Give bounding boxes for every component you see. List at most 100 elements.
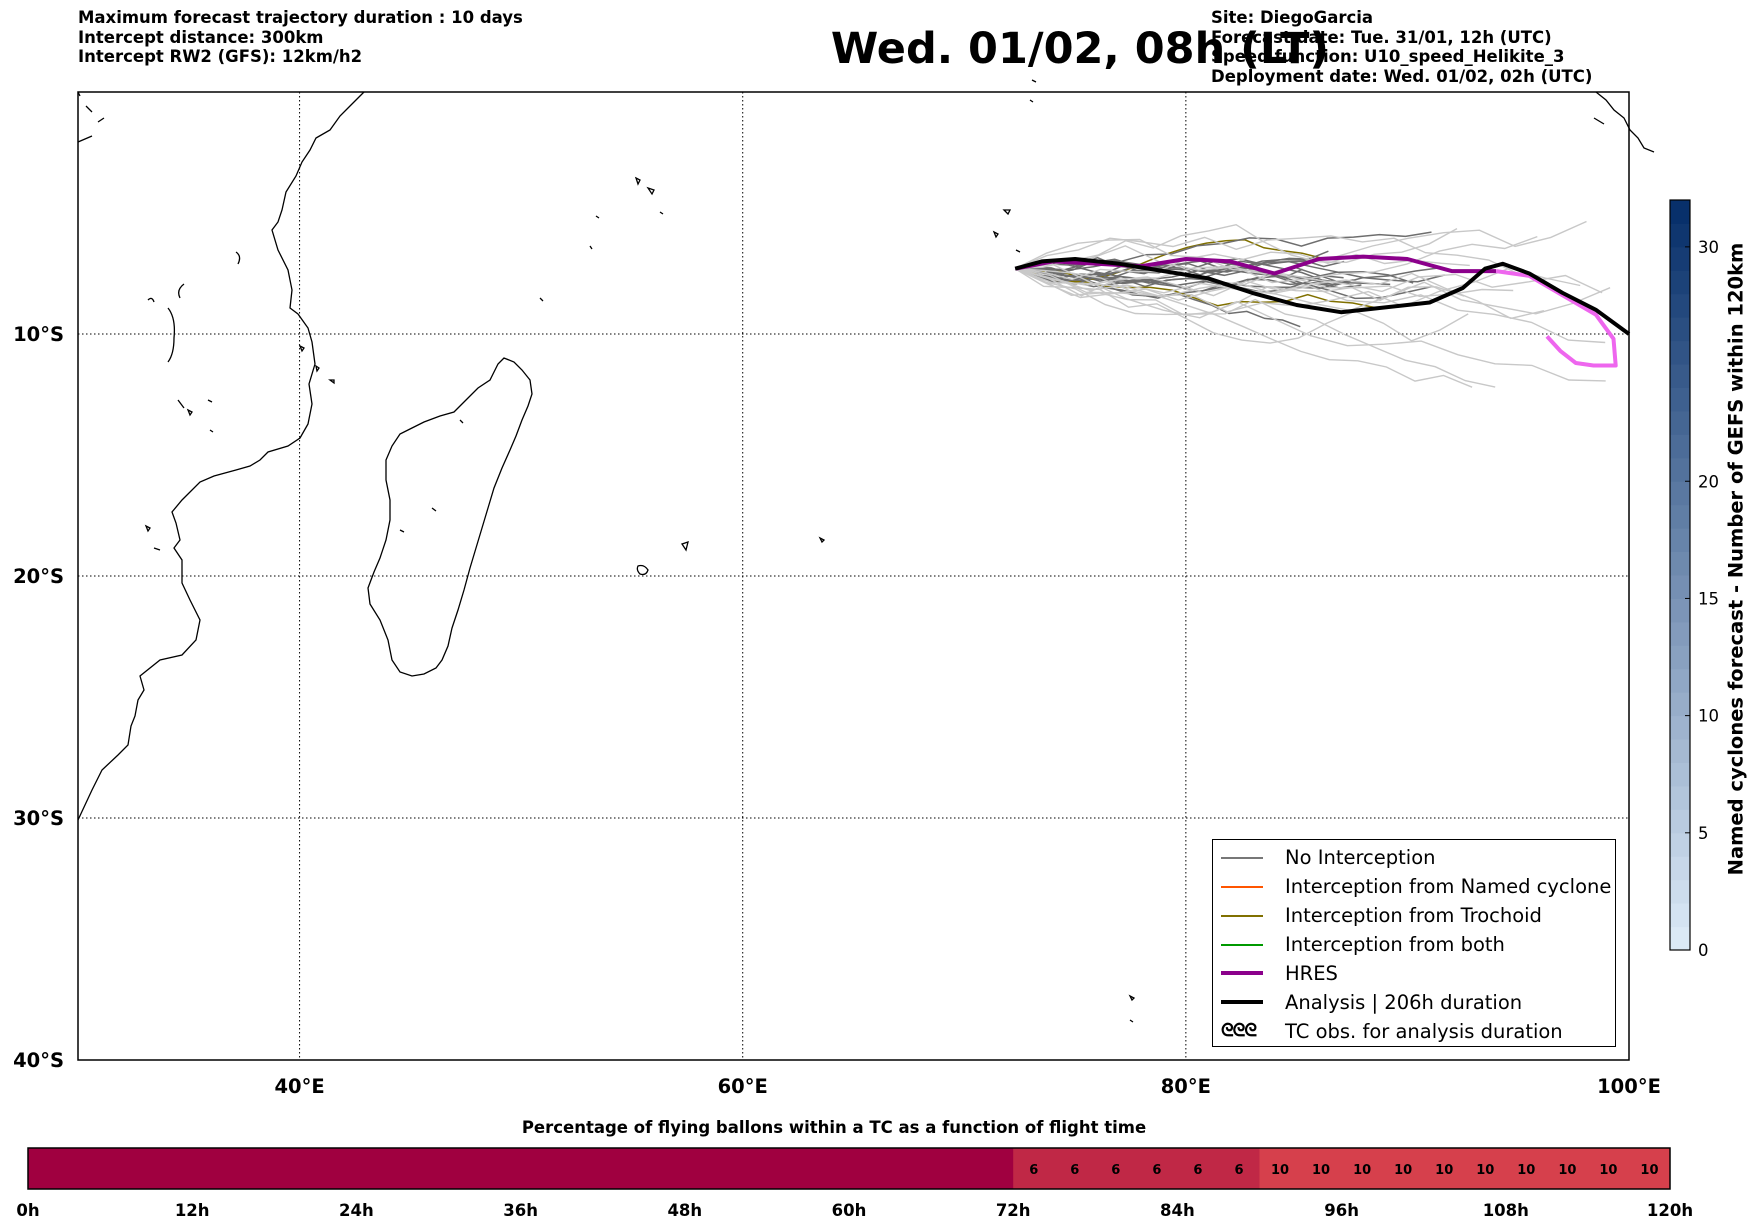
ensemble-track	[1015, 262, 1443, 286]
mascarene-islands	[636, 536, 826, 576]
legend-label: Interception from Trochoid	[1285, 903, 1542, 927]
timeline-cell	[1259, 1148, 1302, 1189]
colorbar-segment	[1670, 551, 1690, 576]
comoros-islands	[298, 344, 335, 385]
legend-swatch-named-cyclone	[1221, 872, 1263, 900]
timeline-cell	[1423, 1148, 1466, 1189]
colorbar-segment	[1670, 434, 1690, 459]
legend-label: Analysis | 206h duration	[1285, 990, 1523, 1014]
ensemble-track	[1015, 251, 1470, 281]
timeline-cell-value: 6	[1193, 1163, 1202, 1178]
colorbar-tick-label: 30	[1698, 238, 1719, 257]
ensemble-track	[1014, 267, 1344, 293]
colorbar-segment	[1670, 926, 1690, 951]
timeline-cell	[1300, 1148, 1343, 1189]
timeline-cell-value: 6	[1111, 1163, 1120, 1178]
timeline-cell-value: 6	[1070, 1163, 1079, 1178]
timeline-cell	[684, 1148, 727, 1189]
colorbar-frame	[1669, 199, 1691, 951]
legend-swatch-trochoid	[1221, 901, 1263, 929]
colorbar-segment	[1670, 200, 1690, 224]
ensemble-track	[1015, 267, 1301, 328]
x-tick-label: 40°E	[274, 1075, 324, 1098]
y-tick-label: 40°S	[13, 1049, 64, 1072]
series-line	[1495, 269, 1618, 368]
map-frame	[77, 91, 1630, 1061]
colorbar-tick-label: 10	[1698, 707, 1719, 726]
colorbar-segment	[1670, 856, 1690, 881]
timeline-cell	[479, 1148, 522, 1189]
timeline-cell	[890, 1148, 932, 1189]
timeline-cell-value: 10	[1353, 1163, 1371, 1178]
timeline-cell	[233, 1148, 275, 1189]
forecast-date-text: Forecast date: Tue. 31/01, 12h (UTC)	[1211, 27, 1552, 47]
legend-item-hres: HRES	[1221, 959, 1338, 987]
colorbar-segment	[1670, 785, 1690, 810]
timeline-cell	[643, 1148, 686, 1189]
colorbar-segment	[1670, 223, 1690, 248]
timeline-cell	[69, 1148, 111, 1189]
timeline-cell	[1546, 1148, 1589, 1189]
timeline-cell	[151, 1148, 193, 1189]
timeline-cell	[520, 1148, 563, 1189]
page-title: Wed. 01/02, 08h (LT)	[830, 24, 1330, 74]
colorbar-segment	[1670, 246, 1690, 271]
colorbar-tick-label: 20	[1698, 472, 1719, 491]
ensemble-track	[1014, 268, 1465, 316]
colorbar-segment	[1670, 762, 1690, 787]
timeline-tick-label: 96h	[1324, 1201, 1359, 1220]
ensemble-track	[1015, 223, 1458, 270]
legend-item-analysis: Analysis | 206h duration	[1221, 988, 1522, 1016]
timeline-cell-value: 6	[1234, 1163, 1243, 1178]
legend-swatch-hres	[1221, 959, 1263, 987]
x-tick-label: 60°E	[718, 1075, 768, 1098]
forecast-tracks	[1014, 220, 1611, 388]
colorbar-segment	[1670, 387, 1690, 412]
intercept-distance-text: Intercept distance: 300km	[78, 27, 324, 47]
timeline-cell-value: 10	[1312, 1163, 1330, 1178]
timeline-cell	[931, 1148, 973, 1189]
timeline-tick-label: 72h	[996, 1201, 1031, 1220]
colorbar: 0 5 10 15 20 30	[1669, 199, 1719, 960]
timeline-cell	[110, 1148, 152, 1189]
timeline-cell	[274, 1148, 316, 1189]
series-line	[1014, 257, 1631, 336]
colorbar-segment	[1670, 528, 1690, 553]
timeline-cell	[1013, 1148, 1055, 1189]
legend-label: No Interception	[1285, 845, 1436, 869]
colorbar-segment	[1670, 903, 1690, 928]
arabia-coast	[77, 91, 105, 143]
sumatra-coast	[1593, 91, 1655, 153]
timeline-cell	[1177, 1148, 1219, 1189]
ensemble-track	[1014, 268, 1469, 344]
legend-label: TC obs. for analysis duration	[1285, 1019, 1563, 1043]
speed-function-text: Speed function: U10_speed_Helikite_3	[1211, 47, 1565, 66]
colorbar-segment	[1670, 504, 1690, 529]
legend-swatch-both	[1221, 930, 1263, 958]
timeline-cell	[1218, 1148, 1260, 1189]
timeline-cell	[356, 1148, 398, 1189]
timeline: 6 6 6 6 6 6 10 10 10 10 10 10 10 10 10 10 0h 12h 24h 36h 48h…	[16, 1147, 1693, 1220]
timeline-cell	[315, 1148, 357, 1189]
ensemble-track	[1014, 235, 1521, 276]
colorbar-segment	[1670, 692, 1690, 717]
y-tick-label: 10°S	[13, 323, 64, 346]
timeline-cell	[1341, 1148, 1384, 1189]
y-tick-label: 30°S	[13, 807, 64, 830]
header-left-info: Maximum forecast trajectory duration : 1…	[78, 8, 523, 67]
series-line	[1014, 254, 1497, 276]
timeline-cell	[1628, 1148, 1671, 1189]
colorbar-segment	[1670, 340, 1690, 365]
legend-item-tc-obs: ᘓᘓᘓ TC obs. for analysis duration	[1221, 1017, 1563, 1045]
legend-item-trochoid: Interception from Trochoid	[1221, 901, 1542, 929]
colorbar-segment	[1670, 317, 1690, 342]
africa-coast	[77, 91, 365, 821]
site-text: Site: DiegoGarcia	[1211, 8, 1374, 27]
ensemble-track	[1014, 267, 1376, 309]
timeline-tick-label: 120h	[1647, 1201, 1693, 1220]
timeline-cell	[725, 1148, 768, 1189]
mozambique-islands	[144, 399, 214, 551]
colorbar-segment	[1670, 598, 1690, 623]
timeline-cell	[1382, 1148, 1425, 1189]
x-tick-label: 100°E	[1597, 1075, 1661, 1098]
